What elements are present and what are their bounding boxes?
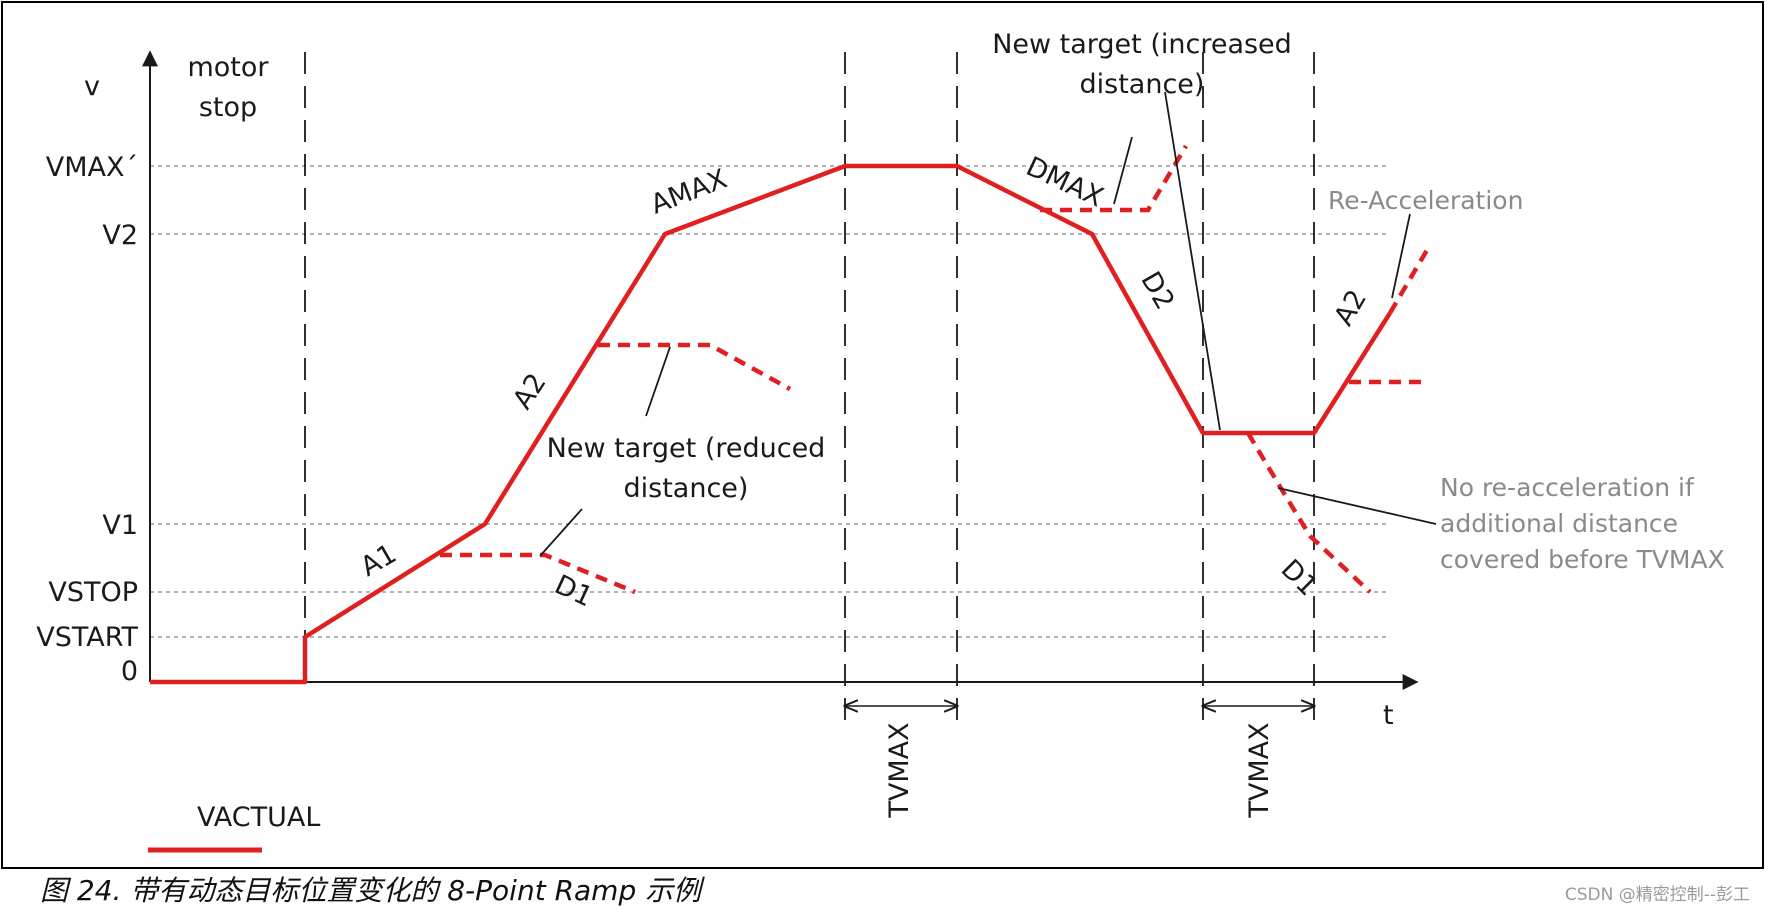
level-label-vmax: VMAX´ — [46, 152, 138, 183]
segment-label-a2: A2 — [507, 368, 552, 415]
figure-frame — [1, 1, 1764, 869]
figure-caption: 图 24. 带有动态目标位置变化的 8-Point Ramp 示例 — [40, 874, 705, 907]
level-label-v1: V1 — [102, 510, 138, 541]
annotation-no-reacc-line1: No re-acceleration if — [1440, 473, 1695, 502]
leader-lines — [539, 91, 1437, 557]
leader-reduced-high — [645, 346, 671, 417]
leader-no-reacceleration — [1277, 487, 1437, 525]
segment-label-d1-left: D1 — [550, 569, 598, 613]
branch-reduced-high — [598, 342, 792, 391]
annotation-reduced-line1: New target (reduced — [547, 433, 826, 464]
new-target-branches — [440, 144, 1432, 595]
tvmax-2-label: TVMAX — [1244, 722, 1275, 818]
ramp-main-path — [150, 163, 1392, 685]
level-labels: VMAX´ V2 V1 VSTOP VSTART 0 — [36, 152, 138, 687]
annotation-increased-line1: New target (increased — [992, 29, 1292, 60]
segment-label-d2: D2 — [1134, 267, 1180, 315]
segment-label-a1: A1 — [356, 538, 402, 583]
level-label-vstart: VSTART — [36, 622, 138, 653]
branch-reduced-low — [440, 552, 636, 595]
level-label-vstop: VSTOP — [48, 577, 138, 608]
motor-stop-label-line1: motor — [187, 52, 269, 83]
branch-increased — [1040, 144, 1188, 213]
branch-no-reacceleration — [1246, 431, 1372, 594]
y-axis-label: v — [84, 71, 100, 102]
motor-stop-label-line2: stop — [199, 92, 257, 123]
annotation-reacceleration: Re-Acceleration — [1328, 186, 1523, 215]
phase-separators — [304, 52, 1315, 728]
branch-reacceleration-up — [1388, 243, 1432, 315]
annotation-no-reacc-line3: covered before TVMAX — [1440, 545, 1725, 574]
leader-reacceleration — [1391, 213, 1411, 299]
segment-label-a2-right: A2 — [1328, 285, 1373, 331]
annotation-increased-line2: distance) — [1080, 69, 1205, 100]
annotation-reduced-line2: distance) — [624, 473, 749, 504]
level-gridlines — [150, 165, 1390, 638]
tvmax-1-label: TVMAX — [884, 722, 915, 818]
watermark: CSDN @精密控制--彭工 — [1565, 885, 1750, 905]
level-label-v2: V2 — [102, 220, 138, 251]
segment-label-d1-right: D1 — [1275, 554, 1324, 603]
leader-increased-plateau — [1164, 91, 1221, 431]
leader-reduced-low — [539, 508, 583, 557]
x-axis-label: t — [1383, 700, 1394, 731]
leader-increased-dmax — [1113, 136, 1133, 205]
legend-label: VACTUAL — [197, 802, 320, 833]
annotation-no-reacc-line2: additional distance — [1440, 509, 1678, 538]
level-label-zero: 0 — [121, 656, 138, 687]
